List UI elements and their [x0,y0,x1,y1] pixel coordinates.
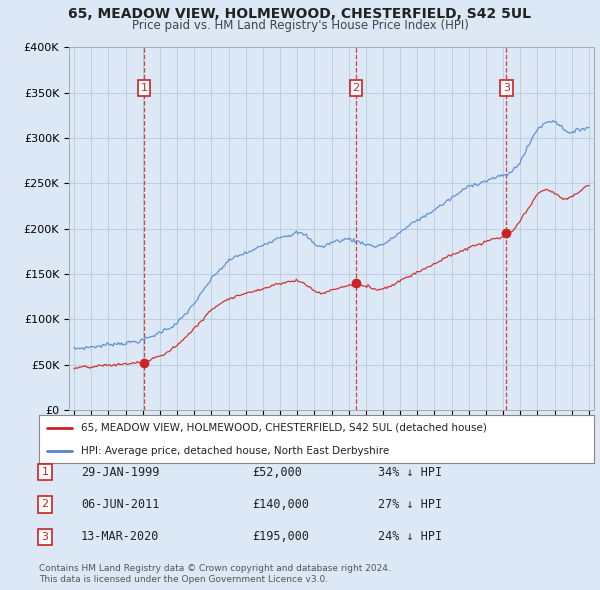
Text: HPI: Average price, detached house, North East Derbyshire: HPI: Average price, detached house, Nort… [80,446,389,456]
Text: 13-MAR-2020: 13-MAR-2020 [81,530,160,543]
Text: 29-JAN-1999: 29-JAN-1999 [81,466,160,478]
Text: £52,000: £52,000 [252,466,302,478]
Text: 3: 3 [41,532,49,542]
Text: 3: 3 [503,83,510,93]
Text: Price paid vs. HM Land Registry's House Price Index (HPI): Price paid vs. HM Land Registry's House … [131,19,469,32]
Text: 65, MEADOW VIEW, HOLMEWOOD, CHESTERFIELD, S42 5UL: 65, MEADOW VIEW, HOLMEWOOD, CHESTERFIELD… [68,7,532,21]
Text: £195,000: £195,000 [252,530,309,543]
Text: 2: 2 [41,500,49,509]
Text: 06-JUN-2011: 06-JUN-2011 [81,498,160,511]
Text: 1: 1 [41,467,49,477]
Text: 34% ↓ HPI: 34% ↓ HPI [378,466,442,478]
Text: 1: 1 [140,83,148,93]
Text: Contains HM Land Registry data © Crown copyright and database right 2024.: Contains HM Land Registry data © Crown c… [39,565,391,573]
Text: 24% ↓ HPI: 24% ↓ HPI [378,530,442,543]
Text: 65, MEADOW VIEW, HOLMEWOOD, CHESTERFIELD, S42 5UL (detached house): 65, MEADOW VIEW, HOLMEWOOD, CHESTERFIELD… [80,423,487,433]
Text: 27% ↓ HPI: 27% ↓ HPI [378,498,442,511]
Text: This data is licensed under the Open Government Licence v3.0.: This data is licensed under the Open Gov… [39,575,328,584]
Text: 2: 2 [352,83,359,93]
Text: £140,000: £140,000 [252,498,309,511]
